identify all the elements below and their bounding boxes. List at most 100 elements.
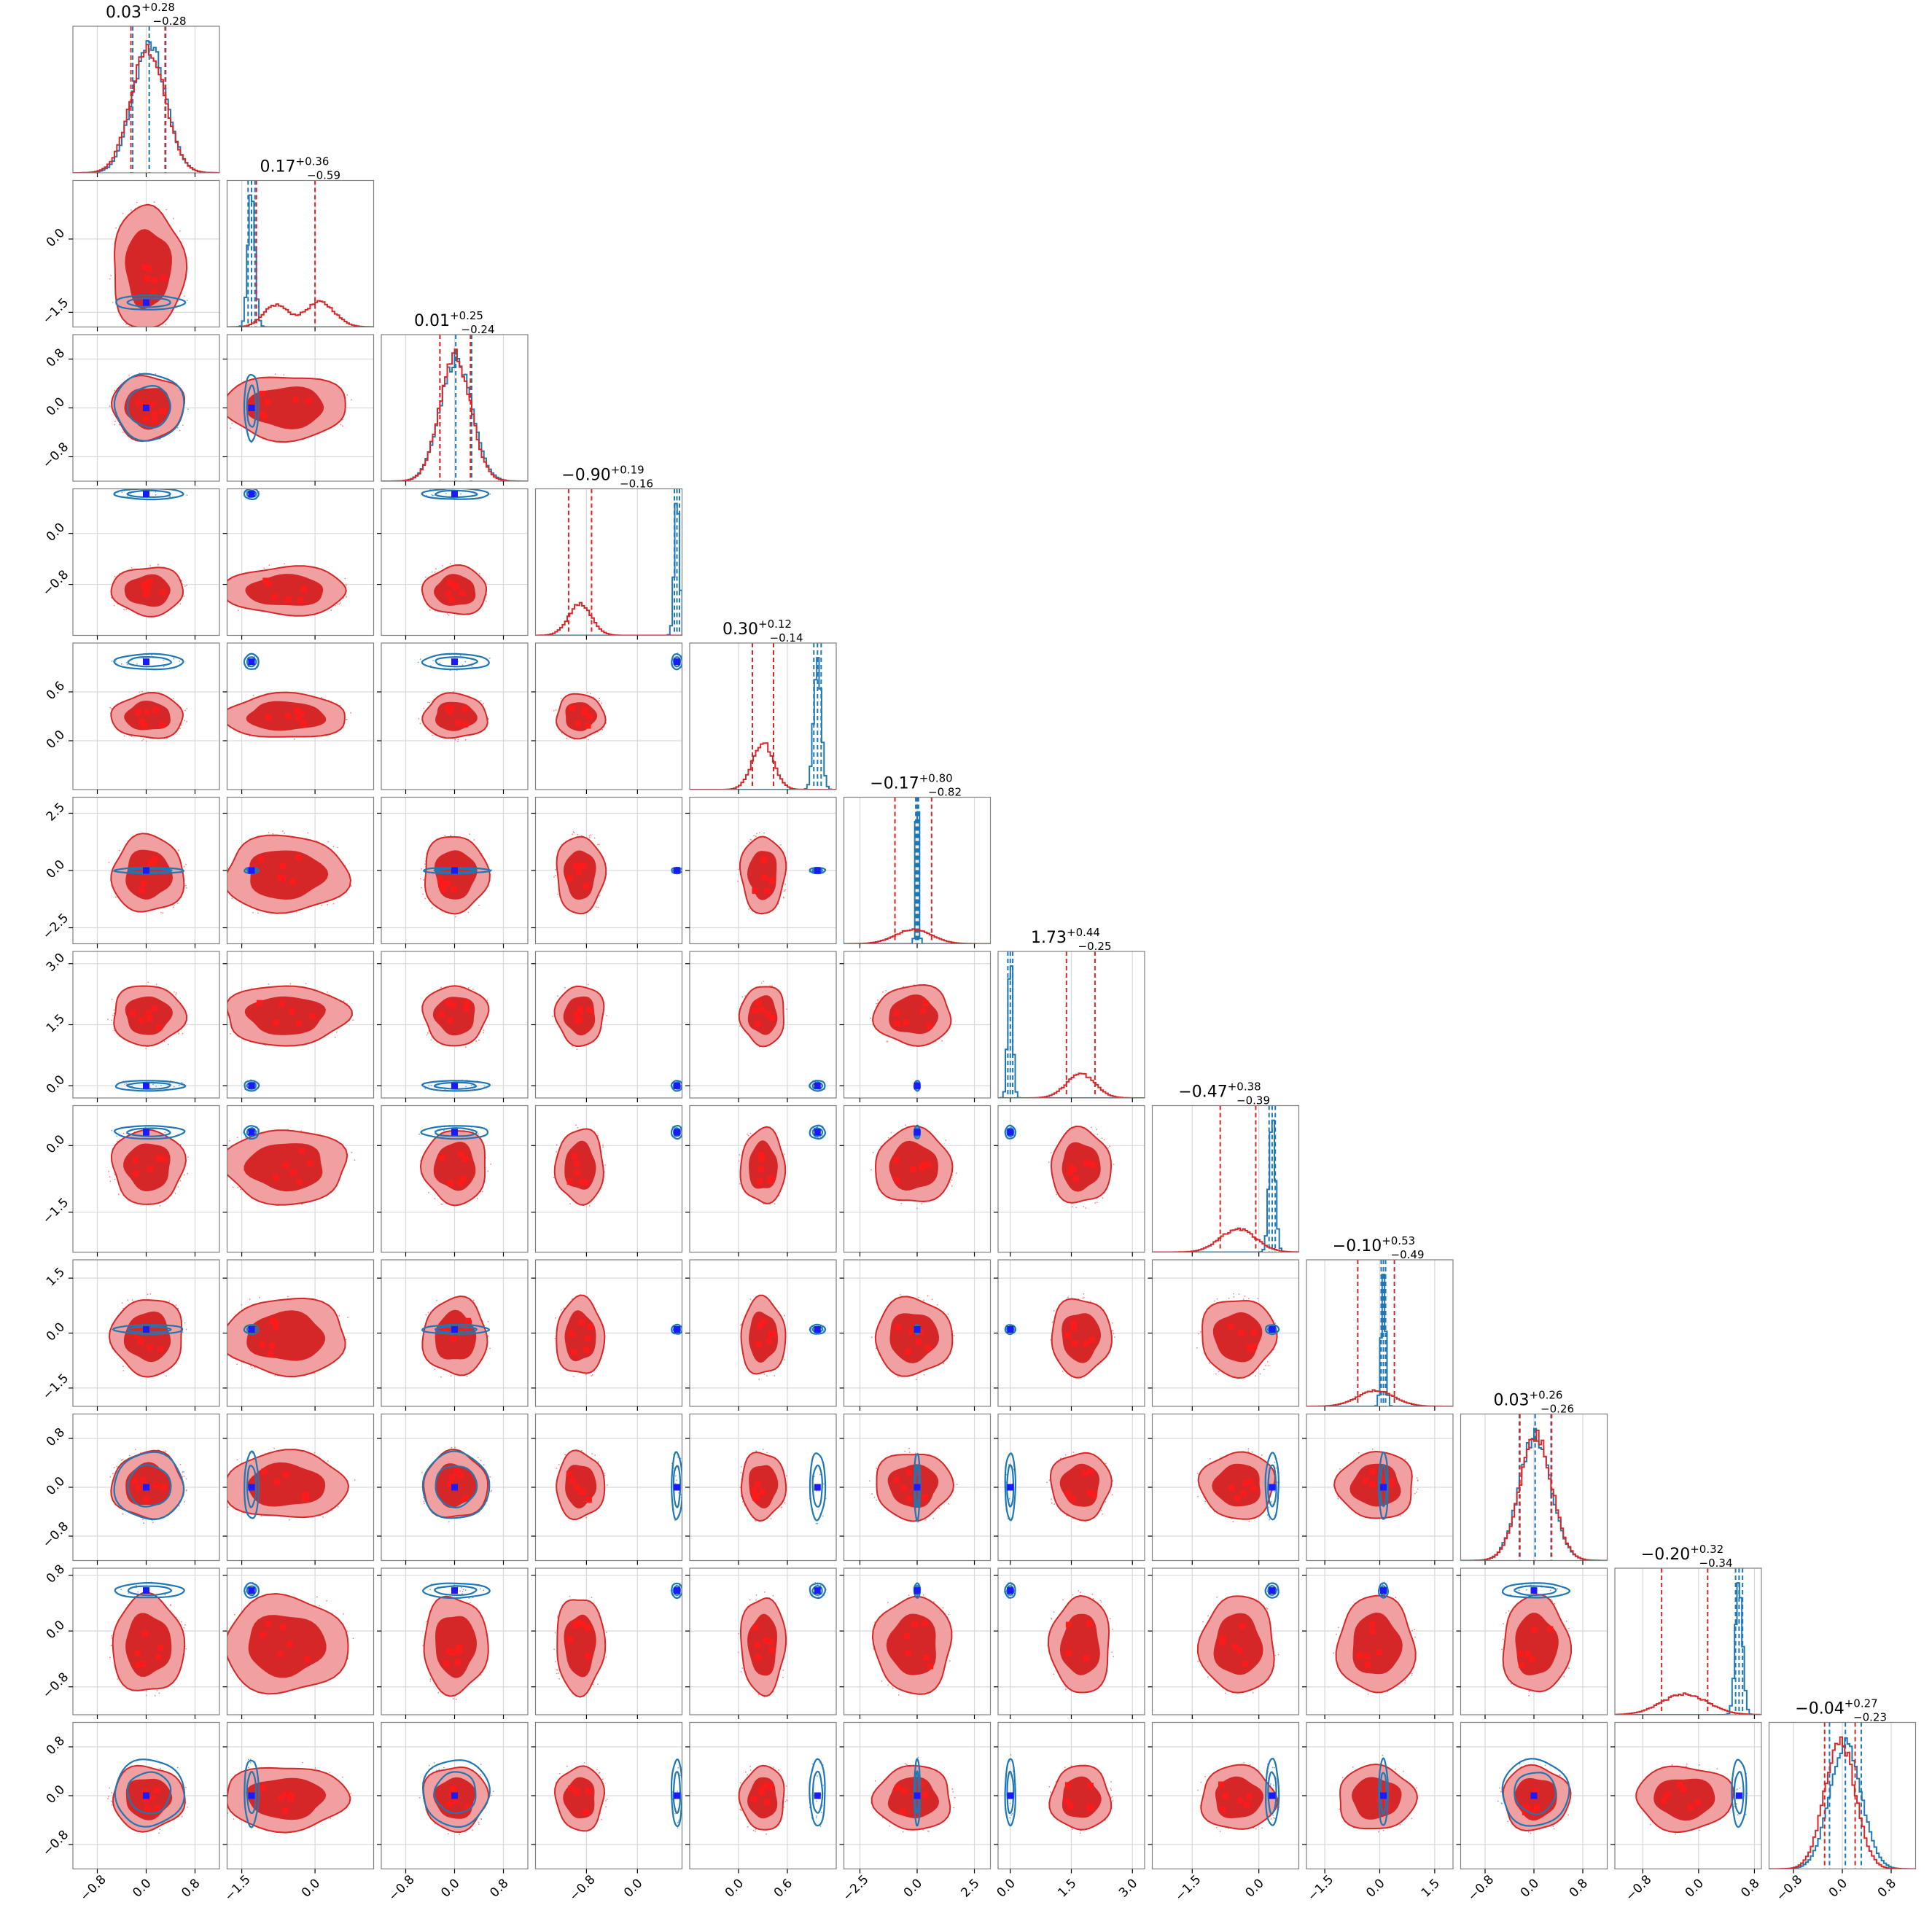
sample-marker (278, 1000, 285, 1007)
sample-dot (113, 1009, 115, 1011)
sample-marker (269, 1342, 275, 1349)
truth-marker (914, 1484, 921, 1491)
contour-red-inner (749, 1311, 779, 1363)
y-tick-label: 0.0 (44, 1320, 68, 1344)
sample-marker (290, 1169, 297, 1176)
truth-marker (143, 658, 149, 666)
contour-blue-inner (126, 384, 171, 429)
sample-marker (1067, 1169, 1074, 1175)
sample-marker (900, 1485, 907, 1491)
sample-marker (925, 1161, 932, 1168)
truth-marker (248, 1326, 255, 1333)
sample-dot (1218, 1371, 1220, 1373)
histogram-red (535, 601, 682, 636)
contour-blue-outer (1004, 1324, 1016, 1336)
sample-dot (184, 709, 187, 712)
sample-dot (936, 1304, 938, 1306)
sample-marker (1082, 1471, 1088, 1476)
contour-blue-inner (1006, 1464, 1015, 1508)
contour-blue-inner (434, 489, 478, 499)
panel-subtitle-0: −0.28 (153, 15, 187, 28)
sample-dot (249, 1298, 251, 1300)
sample-dot (179, 429, 181, 432)
contour-blue-inner (811, 1464, 823, 1508)
sample-marker (439, 1155, 445, 1161)
sample-dot (241, 1304, 243, 1306)
sample-dot (114, 896, 117, 898)
sample-dot (1082, 1297, 1084, 1299)
panel-5-2 (377, 796, 529, 949)
y-tick-label: −1.5 (40, 1195, 71, 1226)
sample-marker (753, 1493, 760, 1500)
contour-blue-outer (113, 653, 184, 671)
y-tick-label: 0.0 (44, 521, 68, 545)
sample-marker (572, 1153, 578, 1159)
sample-dot (604, 1473, 606, 1474)
sample-dot (943, 1363, 944, 1365)
sample-dot (1050, 1152, 1052, 1154)
sample-dot (1265, 1365, 1266, 1367)
sample-dot (185, 864, 187, 865)
sample-dot (327, 1460, 329, 1462)
sample-dot (469, 833, 471, 835)
sample-dot (432, 700, 433, 702)
sample-dot (871, 1336, 873, 1339)
sample-dot (123, 735, 125, 737)
contour-red-inner (1062, 1142, 1101, 1192)
sample-dot (594, 1454, 596, 1456)
sample-dot (466, 1376, 468, 1377)
panel-frame (689, 642, 837, 790)
sample-marker (301, 1492, 308, 1498)
sample-dot (448, 1521, 450, 1523)
sample-dot (955, 1172, 957, 1175)
sample-dot (128, 1454, 131, 1457)
contour-blue-inner (127, 1464, 172, 1508)
sample-dot (556, 1468, 558, 1469)
sample-dot (481, 1191, 483, 1193)
sample-dot (1109, 1145, 1110, 1147)
sample-dot (419, 658, 421, 660)
sample-dot (178, 1084, 180, 1086)
contour-blue-outer (670, 1124, 682, 1140)
sample-marker (583, 883, 590, 889)
panel-7-0: −1.5 0.0 (40, 1105, 220, 1257)
sample-marker (133, 1332, 140, 1339)
sample-dot (222, 722, 224, 723)
sample-marker (152, 856, 158, 862)
sample-dot (122, 1458, 124, 1460)
sample-dot (487, 1170, 489, 1172)
sample-dot (873, 1496, 876, 1498)
sample-dot (232, 1186, 234, 1188)
sample-dot (109, 1476, 112, 1478)
panel-subtitle-2: −0.24 (461, 323, 495, 336)
sample-dot (938, 1507, 940, 1509)
contour-blue-outer (670, 1080, 682, 1092)
sample-dot (162, 912, 164, 914)
sample-dot (152, 1522, 154, 1524)
sample-dot (587, 983, 589, 986)
panel-5-5: −0.17+0.80−0.82 (843, 772, 992, 949)
sample-dot (1105, 1462, 1107, 1465)
contour-blue-inner (433, 1081, 478, 1090)
sample-marker (135, 1484, 141, 1491)
sample-dot (740, 1324, 741, 1326)
sample-dot (585, 1516, 588, 1519)
contour-blue-inner (246, 384, 257, 428)
sample-dot (418, 1133, 420, 1135)
sample-dot (423, 879, 424, 881)
sample-dot (927, 1295, 929, 1297)
sample-dot (868, 1480, 870, 1482)
truth-marker (451, 1326, 458, 1333)
sample-dot (1215, 1373, 1217, 1375)
sample-dot (250, 1365, 252, 1367)
sample-dot (122, 1513, 124, 1515)
contour-blue-inner (246, 1127, 257, 1137)
sample-dot (774, 1203, 776, 1205)
sample-dot (284, 833, 285, 834)
sample-dot (122, 1370, 125, 1371)
sample-dot (231, 897, 233, 900)
sample-dot (430, 1084, 432, 1086)
sample-marker (297, 597, 303, 604)
truth-marker (814, 867, 821, 874)
sample-dot (178, 1033, 180, 1035)
